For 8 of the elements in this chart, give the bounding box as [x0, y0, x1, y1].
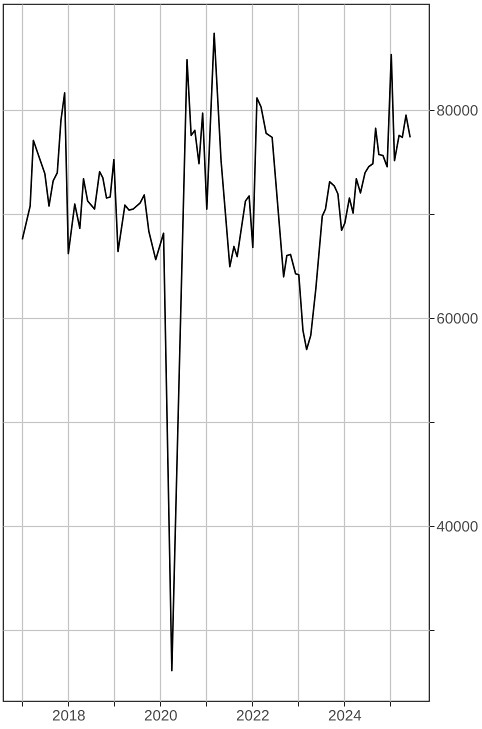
y-tick-label: 40000 [436, 518, 478, 536]
x-tick-label: 2024 [328, 708, 362, 724]
x-tick-label: 2022 [236, 708, 270, 724]
x-tick-label: 2018 [52, 708, 86, 724]
line-series [22, 32, 411, 672]
x-tick-label: 2020 [144, 708, 178, 724]
y-tick-label: 60000 [436, 310, 478, 328]
y-tick-label: 80000 [436, 102, 478, 120]
